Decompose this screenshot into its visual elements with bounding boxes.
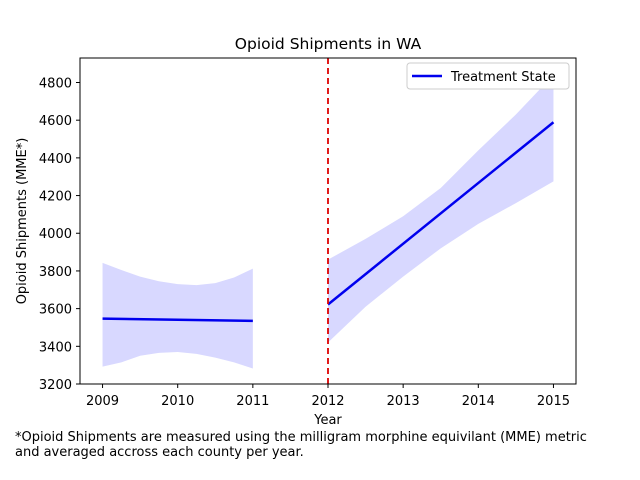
legend-box bbox=[406, 62, 570, 90]
trend-line-1 bbox=[102, 317, 253, 323]
x-tick-label-2011: 2011 bbox=[236, 394, 269, 409]
x-tick-label-2014: 2014 bbox=[462, 394, 495, 409]
confidence-band-2 bbox=[328, 74, 554, 343]
y-axis-label: Opioid Shipments (MME*) bbox=[15, 138, 30, 305]
y-axis-ticks: 3200 3400 3600 3800 4000 4200 4400 4600 4800 bbox=[39, 76, 80, 393]
x-tick-label-2010: 2010 bbox=[161, 394, 194, 409]
series-lines bbox=[102, 121, 555, 323]
y-tick-label-4800: 4800 bbox=[39, 76, 72, 91]
y-tick-label-4400: 4400 bbox=[39, 152, 72, 167]
chart-title: Opioid Shipments in WA bbox=[235, 35, 422, 53]
y-tick-label-4200: 4200 bbox=[39, 190, 72, 205]
trend-line-2 bbox=[327, 121, 555, 306]
x-axis-ticks: 2009 2010 2011 2012 2013 2014 2015 bbox=[86, 384, 570, 409]
y-tick-label-3200: 3200 bbox=[39, 378, 72, 393]
confidence-bands bbox=[102, 74, 554, 369]
y-tick-label-3400: 3400 bbox=[39, 340, 72, 355]
legend-label-treatment-state: Treatment State bbox=[450, 70, 556, 85]
legend: Treatment State bbox=[406, 62, 570, 90]
footnote: *Opioid Shipments are measured using the… bbox=[15, 430, 587, 460]
y-tick-label-4000: 4000 bbox=[39, 227, 72, 242]
x-axis-label: Year bbox=[313, 413, 342, 428]
y-tick-label-4600: 4600 bbox=[39, 114, 72, 129]
x-tick-label-2015: 2015 bbox=[537, 394, 570, 409]
x-tick-label-2012: 2012 bbox=[311, 394, 344, 409]
confidence-band-1 bbox=[102, 262, 253, 369]
y-tick-label-3600: 3600 bbox=[39, 303, 72, 318]
x-tick-label-2009: 2009 bbox=[86, 394, 119, 409]
x-tick-label-2013: 2013 bbox=[387, 394, 420, 409]
chart: 2009 2010 2011 2012 2013 2014 2015 3200 3400 360… bbox=[15, 35, 577, 428]
y-tick-label-3800: 3800 bbox=[39, 265, 72, 280]
